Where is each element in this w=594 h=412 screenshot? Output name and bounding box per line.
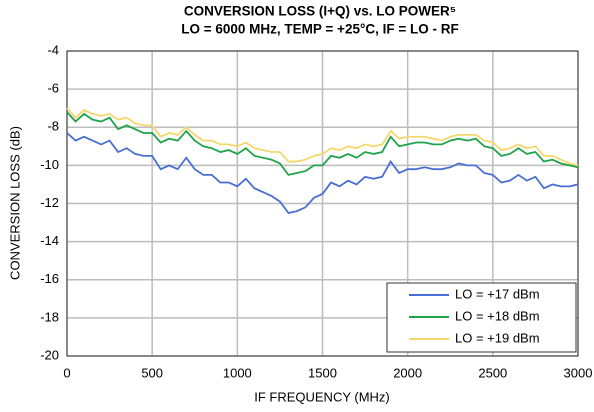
x-axis-label: IF FREQUENCY (MHz) — [254, 389, 390, 404]
x-tick-label: 500 — [141, 365, 163, 380]
chart-subtitle: LO = 6000 MHz, TEMP = +25°C, IF = LO - R… — [181, 22, 458, 37]
legend-label: LO = +17 dBm — [455, 286, 540, 301]
x-tick-label: 1000 — [223, 365, 252, 380]
legend-label: LO = +19 dBm — [455, 330, 540, 345]
y-tick-label: -18 — [40, 309, 59, 324]
y-tick-label: -8 — [47, 119, 59, 134]
series-line — [66, 111, 579, 176]
x-tick-label: 2000 — [393, 365, 422, 380]
y-tick-label: -10 — [40, 157, 59, 172]
series-line — [66, 107, 579, 167]
chart-title: CONVERSION LOSS (I+Q) vs. LO POWER⁵ — [184, 4, 456, 19]
y-tick-label: -4 — [47, 42, 59, 57]
y-tick-label: -6 — [47, 81, 59, 96]
plot-border — [66, 50, 579, 357]
y-tick-label: -20 — [40, 347, 59, 362]
y-tick-label: -12 — [40, 195, 59, 210]
x-tick-label: 1500 — [308, 365, 337, 380]
series-line — [66, 132, 579, 215]
y-tick-label: -16 — [40, 271, 59, 286]
x-tick-label: 0 — [63, 365, 70, 380]
y-tick-label: -14 — [40, 233, 59, 248]
legend-label: LO = +18 dBm — [455, 308, 540, 323]
x-tick-label: 3000 — [564, 365, 593, 380]
y-axis-label: CONVERSION LOSS (dB) — [7, 126, 22, 280]
x-tick-label: 2500 — [478, 365, 507, 380]
